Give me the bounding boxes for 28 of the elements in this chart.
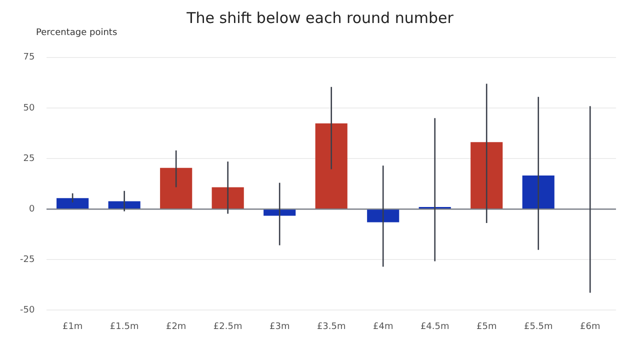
- x-tick-label: £3.5m: [316, 322, 346, 332]
- x-tick-label: £4m: [372, 322, 394, 332]
- chart-title: The shift below each round number: [186, 8, 454, 28]
- bar: [264, 210, 296, 216]
- x-tick-label: £1m: [62, 322, 83, 332]
- y-tick-label: 0: [28, 204, 35, 214]
- bar: [108, 201, 140, 208]
- bar: [160, 168, 192, 208]
- x-tick-label: £6m: [580, 322, 600, 332]
- x-tick-label: £2.5m: [213, 322, 242, 332]
- bar: [212, 187, 244, 208]
- x-tick-label: £2m: [166, 322, 186, 332]
- x-tick-label: £3m: [269, 322, 290, 332]
- y-tick-label: 25: [23, 154, 35, 164]
- x-tick-label: £1.5m: [110, 322, 139, 332]
- x-tick-label: £4.5m: [420, 322, 450, 332]
- y-tick-label: -25: [20, 254, 35, 265]
- bar: [367, 210, 400, 222]
- bar: [470, 142, 503, 208]
- bar: [315, 123, 348, 208]
- x-tick-label: £5.5m: [524, 322, 553, 332]
- bar: [522, 176, 554, 208]
- x-tick-label: £5m: [476, 322, 497, 332]
- y-tick-label: -50: [20, 306, 35, 316]
- bar: [56, 198, 89, 208]
- y-axis-title: Percentage points: [35, 28, 118, 40]
- y-tick-label: 50: [23, 103, 35, 114]
- y-tick-label: 75: [23, 52, 35, 63]
